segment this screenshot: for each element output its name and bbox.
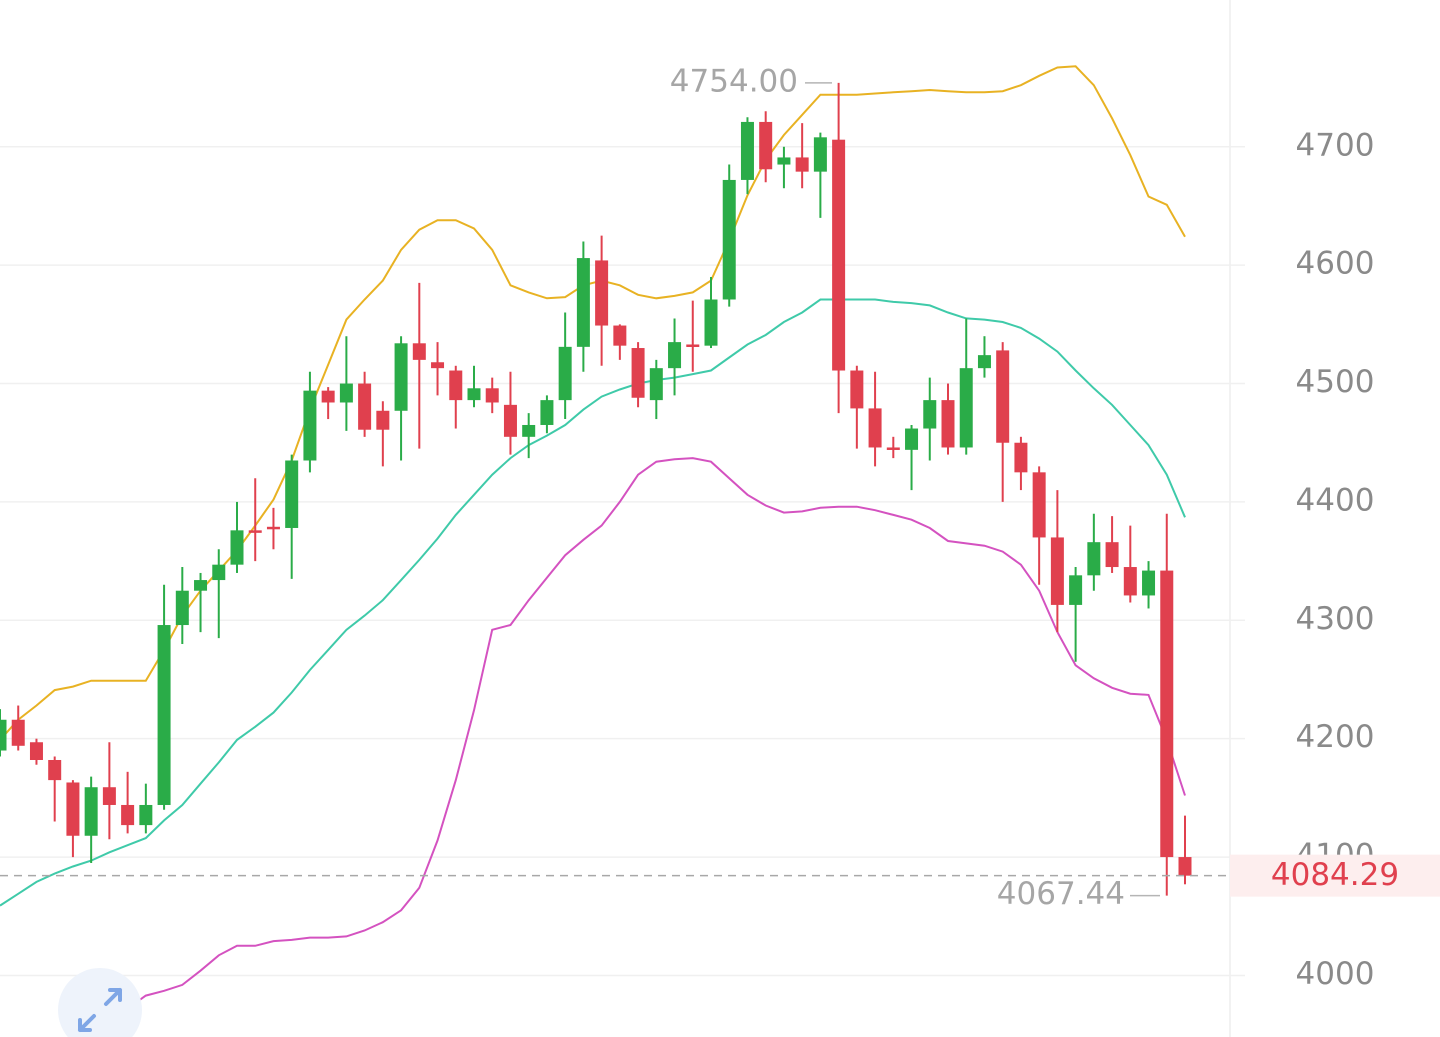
candle-body (1178, 857, 1192, 876)
candle-body (576, 258, 590, 347)
candle-body (832, 139, 846, 371)
candle-body (339, 383, 353, 403)
candle-body (412, 343, 426, 360)
band-line (0, 65, 1186, 741)
high-marker-label: 4754.00 (670, 63, 798, 99)
candle-body (194, 580, 208, 591)
candle-body (631, 348, 645, 398)
candle-body (996, 350, 1010, 443)
candle-body (886, 447, 900, 450)
candle-body (1032, 472, 1046, 538)
expand-button-bg (58, 968, 142, 1037)
bands (0, 65, 1186, 1037)
candle-body (48, 759, 62, 781)
candle-body (467, 388, 481, 401)
grid (0, 146, 1245, 977)
candle-body (230, 530, 244, 565)
candle-body (66, 782, 80, 836)
candle-body (777, 157, 791, 165)
annotations: 4754.00 4067.44 4084.29 (0, 63, 1440, 912)
candle-body (485, 388, 499, 403)
candle-body (1069, 575, 1083, 605)
candle-body (740, 121, 754, 180)
y-tick-label: 4500 (1296, 364, 1375, 400)
candle-body (121, 804, 135, 826)
candle-body (394, 343, 408, 411)
candle-body (1123, 567, 1137, 596)
candle-body (1160, 570, 1174, 858)
candle-body (595, 260, 609, 326)
candle-body (503, 404, 517, 437)
candle-body (1014, 442, 1028, 473)
y-tick-label: 4600 (1296, 246, 1375, 282)
y-tick-label: 4000 (1296, 956, 1375, 992)
candle-body (139, 804, 153, 826)
candle-body (540, 400, 554, 425)
last-price-label: 4084.29 (1271, 857, 1399, 893)
candle-body (704, 299, 718, 346)
candle-body (668, 342, 682, 369)
candle-body (431, 362, 445, 369)
candle-body (29, 742, 43, 760)
y-tick-label: 4200 (1296, 719, 1375, 755)
candle-body (358, 383, 372, 430)
candle-body (84, 787, 98, 836)
y-axis: 40004100420043004400450046004700 (1296, 127, 1375, 992)
candle-body (102, 787, 116, 805)
candle-body (686, 344, 700, 347)
candle-body (157, 625, 171, 805)
candle-body (649, 368, 663, 401)
candle-body (977, 355, 991, 369)
candle-body (11, 719, 25, 746)
candle-body (1105, 542, 1119, 568)
band-line (93, 457, 1186, 1037)
last-price-box (1230, 854, 1440, 897)
candle-body (303, 390, 317, 461)
candle-body (212, 564, 226, 581)
candle-body (248, 530, 262, 533)
candle-body (613, 325, 627, 346)
candle-body (0, 719, 7, 751)
candle-body (722, 179, 736, 300)
candle-body (905, 428, 919, 450)
candle-body (813, 137, 827, 172)
candle-body (522, 424, 536, 437)
candle-body (266, 526, 280, 530)
candle-body (285, 460, 299, 528)
candles (0, 82, 1192, 896)
candle-body (449, 370, 463, 401)
candle-body (959, 368, 973, 448)
candle-body (941, 400, 955, 448)
candle-body (850, 370, 864, 409)
expand-button[interactable] (58, 968, 142, 1037)
y-tick-label: 4700 (1296, 127, 1375, 163)
expand-icon (78, 988, 122, 1032)
y-tick-label: 4400 (1296, 482, 1375, 518)
candle-body (759, 121, 773, 170)
candle-body (321, 390, 335, 403)
candle-body (558, 346, 572, 401)
candle-body (868, 408, 882, 448)
candle-body (1087, 542, 1101, 576)
candle-body (175, 590, 189, 626)
candle-body (1050, 537, 1064, 605)
candle-body (795, 157, 809, 172)
y-tick-label: 4300 (1296, 601, 1375, 637)
band-line (0, 298, 1186, 907)
low-marker-label: 4067.44 (997, 876, 1125, 912)
candle-body (1142, 570, 1156, 596)
candle-body (376, 410, 390, 430)
candle-body (923, 400, 937, 429)
